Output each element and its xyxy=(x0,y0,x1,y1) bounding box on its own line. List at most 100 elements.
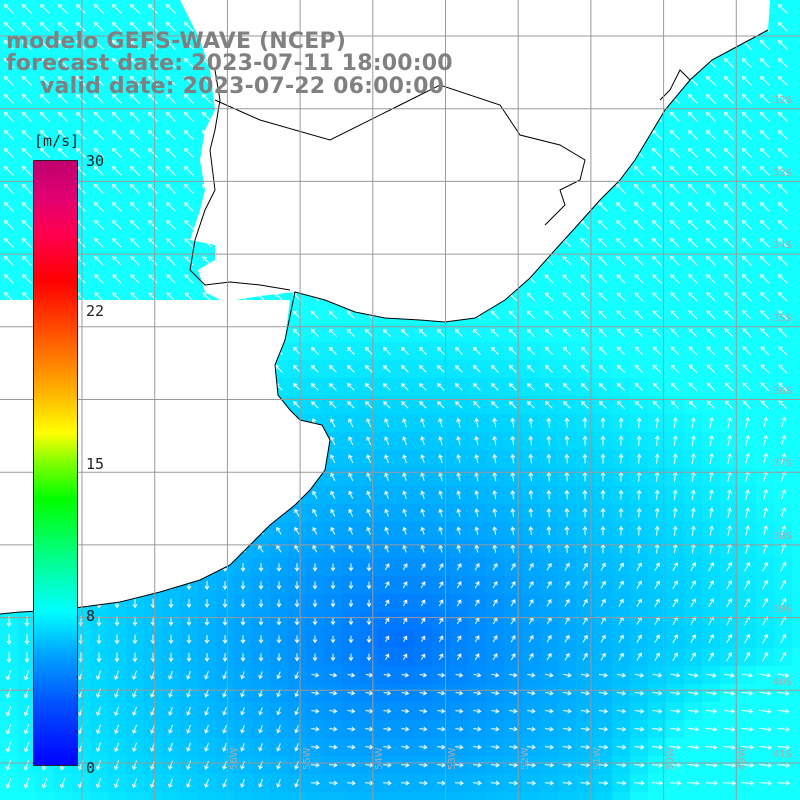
lon-label: 49W xyxy=(737,747,748,770)
wind-arrow xyxy=(57,111,68,122)
wind-arrow xyxy=(598,202,608,212)
wind-arrow xyxy=(705,165,716,176)
wind-speed-cell xyxy=(792,36,800,55)
wind-arrow xyxy=(147,21,158,32)
wind-arrow xyxy=(93,75,104,86)
wind-arrow xyxy=(21,129,32,140)
wind-arrow xyxy=(759,39,770,50)
wind-arrow xyxy=(148,184,158,194)
wind-speed-cell xyxy=(792,738,800,757)
wind-arrow xyxy=(39,21,50,32)
wind-arrow xyxy=(165,165,176,176)
lat-label: 40S xyxy=(772,677,792,688)
wind-arrow xyxy=(183,111,194,122)
wind-speed-cell xyxy=(108,792,127,800)
wind-arrow xyxy=(147,39,158,50)
wind-speed-cell xyxy=(270,792,289,800)
wind-arrow xyxy=(741,147,752,158)
wind-speed-cell xyxy=(792,234,800,253)
wind-speed-cell xyxy=(504,792,523,800)
wind-speed-cell xyxy=(360,792,379,800)
wind-arrow xyxy=(184,202,194,212)
wind-arrow xyxy=(57,147,68,158)
wind-arrow xyxy=(165,57,176,68)
wind-speed-cell xyxy=(702,792,721,800)
wind-arrow xyxy=(3,39,14,50)
wind-speed-cell xyxy=(792,684,800,703)
wind-arrow xyxy=(705,129,716,140)
wind-arrow xyxy=(669,129,680,140)
wind-arrow xyxy=(75,57,86,68)
wind-arrow xyxy=(39,111,50,122)
wind-arrow xyxy=(759,165,770,176)
wind-arrow xyxy=(129,147,140,158)
lon-label: 51W xyxy=(592,747,603,770)
wind-speed-cell xyxy=(792,216,800,235)
wind-speed-cell xyxy=(792,522,800,541)
colorbar-tick-22: 22 xyxy=(86,302,105,320)
wind-speed-cell xyxy=(234,792,253,800)
wind-arrow xyxy=(669,147,680,158)
wind-arrow xyxy=(21,57,32,68)
wind-arrow xyxy=(741,183,752,194)
wind-arrow xyxy=(93,39,104,50)
wind-arrow xyxy=(93,3,104,14)
wind-speed-cell xyxy=(792,54,800,73)
wind-arrow xyxy=(723,93,734,104)
wind-speed-cell xyxy=(684,792,703,800)
wind-arrow xyxy=(148,202,158,212)
wind-arrow xyxy=(147,93,158,104)
wind-arrow xyxy=(741,111,752,122)
wind-arrow xyxy=(651,183,662,194)
lat-label: 32S xyxy=(772,95,792,106)
wind-arrow xyxy=(3,57,14,68)
wind-speed-cell xyxy=(792,720,800,739)
wind-speed-cell xyxy=(486,792,505,800)
lon-label: 53W xyxy=(447,747,458,770)
wind-arrow xyxy=(3,3,14,14)
wind-arrow xyxy=(3,147,14,158)
wind-speed-cell xyxy=(792,72,800,91)
wind-arrow xyxy=(93,57,104,68)
wind-arrow xyxy=(129,21,140,32)
wind-arrow xyxy=(723,183,734,194)
wind-arrow xyxy=(147,129,158,140)
wind-arrow xyxy=(777,111,788,122)
wind-speed-cell xyxy=(792,540,800,559)
wind-arrow xyxy=(57,3,68,14)
wind-arrow xyxy=(759,147,770,158)
wind-arrow xyxy=(741,129,752,140)
wind-arrow xyxy=(3,183,14,194)
wind-speed-cell xyxy=(324,792,343,800)
wind-speed-cell xyxy=(18,792,37,800)
wind-arrow xyxy=(165,129,176,140)
wind-arrow xyxy=(777,147,788,158)
wind-arrow xyxy=(651,165,662,176)
colorbar-tick-15: 15 xyxy=(86,455,105,473)
wind-arrow xyxy=(705,93,716,104)
wind-arrow xyxy=(183,165,194,176)
wind-speed-cell xyxy=(792,576,800,595)
wind-arrow xyxy=(75,3,86,14)
wind-arrow xyxy=(165,39,176,50)
wind-speed-cell xyxy=(792,558,800,577)
wind-speed-cell xyxy=(540,792,559,800)
wind-speed-cell xyxy=(666,792,685,800)
wind-arrow xyxy=(129,57,140,68)
wind-arrow xyxy=(57,93,68,104)
wind-arrow xyxy=(21,21,32,32)
lat-label: 35S xyxy=(772,313,792,324)
wind-arrow xyxy=(777,57,788,68)
wind-speed-cell xyxy=(792,180,800,199)
wind-speed-cell xyxy=(0,792,19,800)
wind-arrow xyxy=(183,129,194,140)
wind-arrow xyxy=(759,129,770,140)
wind-arrow xyxy=(759,75,770,86)
wind-arrow xyxy=(759,57,770,68)
wind-arrow xyxy=(723,75,734,86)
colorbar-tick-30: 30 xyxy=(86,152,105,170)
wind-arrow xyxy=(111,39,122,50)
wind-arrow xyxy=(75,75,86,86)
wind-arrow xyxy=(3,93,14,104)
